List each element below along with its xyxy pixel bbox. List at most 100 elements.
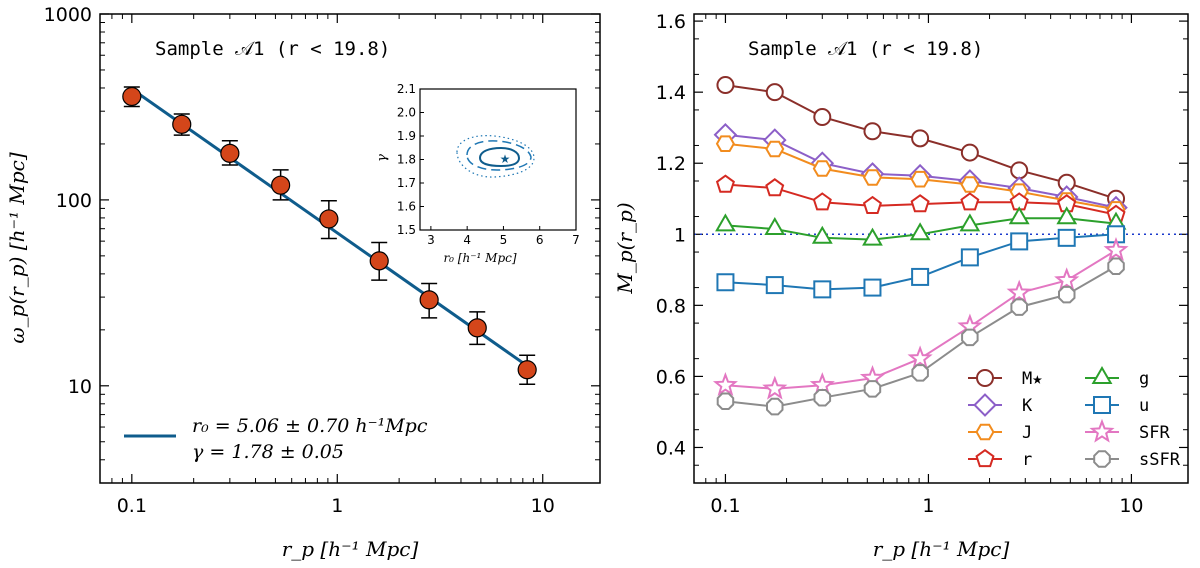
data-point (517, 354, 537, 385)
series-r (715, 174, 1126, 223)
left-panel: 0.1 1 10 10 100 1000 Sample 𝒜1 (r < 19.8) r₀ … (5, 4, 601, 561)
data-points-group (122, 86, 537, 385)
right-y-axis-label: M_p(r_p) (613, 202, 637, 294)
legend-entry: M★ (968, 369, 1042, 389)
inset-y-tick-label: 1.8 (397, 153, 416, 167)
x-tick-label: 10 (1119, 495, 1143, 517)
inset-y-tick-label: 1.6 (397, 200, 416, 214)
legend-label: SFR (1139, 423, 1170, 443)
series-marker (1010, 232, 1029, 251)
series-marker (765, 276, 784, 295)
series-marker (960, 248, 979, 267)
point-marker (419, 290, 439, 310)
x-tick-label: 0.1 (117, 495, 147, 517)
right-ticks: 0.1 1 10 0.4 0.6 0.8 1 1.2 1.4 1.6 (656, 11, 1188, 517)
series-marker (909, 222, 931, 241)
series-marker (1107, 257, 1125, 275)
data-point (220, 140, 240, 166)
legend-entry: g (1085, 366, 1149, 389)
x-tick-label: 0.1 (710, 495, 740, 517)
series-marker (863, 380, 882, 398)
series-marker (960, 192, 980, 211)
series-marker (766, 397, 784, 416)
legend-label: u (1139, 396, 1149, 416)
inset-contour-plot: 3 4 5 6 7 1.5 1.6 1.7 1.8 1.9 2.0 2.1 ★ r₀ [h⁻¹ Mpc… (375, 82, 580, 265)
y-tick-label: 1.2 (656, 153, 686, 175)
best-fit-star-icon: ★ (500, 152, 511, 166)
inset-frame (419, 88, 577, 231)
series-marker (910, 170, 930, 188)
inset-contours: ★ (456, 135, 535, 178)
inset-x-tick-label: 6 (536, 233, 544, 247)
inset-x-tick-label: 7 (572, 233, 580, 247)
series-marker (862, 195, 882, 214)
series-marker (765, 140, 785, 158)
series-marker (812, 160, 832, 177)
legend-label: J (1022, 423, 1032, 443)
point-marker (122, 86, 142, 107)
y-tick-label: 1 (674, 224, 686, 246)
left-axes-frame (99, 13, 601, 484)
legend-entry: u (1085, 396, 1149, 416)
right-axes-frame (693, 13, 1189, 484)
series-marker (764, 216, 786, 235)
series-marker (1006, 279, 1032, 304)
data-point (419, 282, 439, 319)
series-sSFR (716, 257, 1125, 416)
data-point (467, 311, 487, 346)
inset-x-axis-label: r₀ [h⁻¹ Mpc] (443, 251, 516, 265)
point-marker (220, 143, 240, 163)
data-point (172, 113, 192, 136)
point-marker (271, 175, 291, 195)
legend-label: K (1022, 396, 1033, 416)
y-tick-label: 100 (56, 190, 92, 212)
series-marker (716, 76, 735, 95)
series-marker (911, 129, 930, 148)
y-tick-label: 0.8 (656, 295, 686, 317)
series-marker (863, 122, 882, 141)
series-marker (716, 273, 735, 292)
legend: M★ KJr gu SFR sSFR (968, 366, 1181, 470)
right-panel: 0.1 1 10 0.4 0.6 0.8 1 1.2 1.4 1.6 Sample 𝒜1 (r <… (613, 11, 1189, 561)
right-panel-title: Sample 𝒜1 (r < 19.8) (748, 38, 983, 60)
series-marker (715, 174, 735, 193)
series-marker (1054, 267, 1080, 292)
legend-entry: J (968, 423, 1032, 443)
legend-label: M★ (1022, 369, 1042, 389)
legend-label: g (1139, 369, 1149, 389)
inset-y-tick-label: 1.7 (397, 176, 416, 190)
series-marker (716, 392, 735, 410)
x-tick-label: 1 (331, 495, 343, 517)
series-marker (1010, 161, 1029, 180)
series-M★ (716, 76, 1126, 208)
point-marker (467, 318, 487, 338)
series-marker (1008, 206, 1030, 225)
inset-y-tick-label: 1.9 (397, 129, 416, 143)
legend-label: r (1022, 450, 1032, 470)
legend-entry: K (968, 393, 1033, 417)
data-point (369, 241, 389, 281)
series-marker (959, 213, 981, 232)
series-marker (961, 328, 979, 347)
series-J (715, 135, 1126, 218)
legend-swatch-marker (1089, 418, 1115, 443)
y-tick-label: 0.6 (656, 366, 686, 388)
data-point (271, 169, 291, 201)
series-u (716, 225, 1126, 299)
series-marker (1010, 298, 1028, 316)
series-SFR (712, 237, 1129, 400)
series-marker (1056, 206, 1078, 225)
data-point (122, 86, 142, 108)
series-marker (813, 108, 832, 127)
left-y-axis-label: ω_p(r_p) [h⁻¹ Mpc] (5, 152, 29, 344)
left-ticks: 0.1 1 10 10 100 1000 (44, 4, 600, 517)
left-panel-title: Sample 𝒜1 (r < 19.8) (155, 38, 390, 60)
inset-y-tick-label: 2.0 (397, 106, 416, 120)
inset-y-tick-label: 2.1 (397, 82, 416, 96)
series-marker (907, 345, 933, 370)
right-x-axis-label: r_p [h⁻¹ Mpc] (873, 537, 1010, 561)
series-marker (1103, 237, 1129, 262)
point-marker (319, 209, 339, 229)
